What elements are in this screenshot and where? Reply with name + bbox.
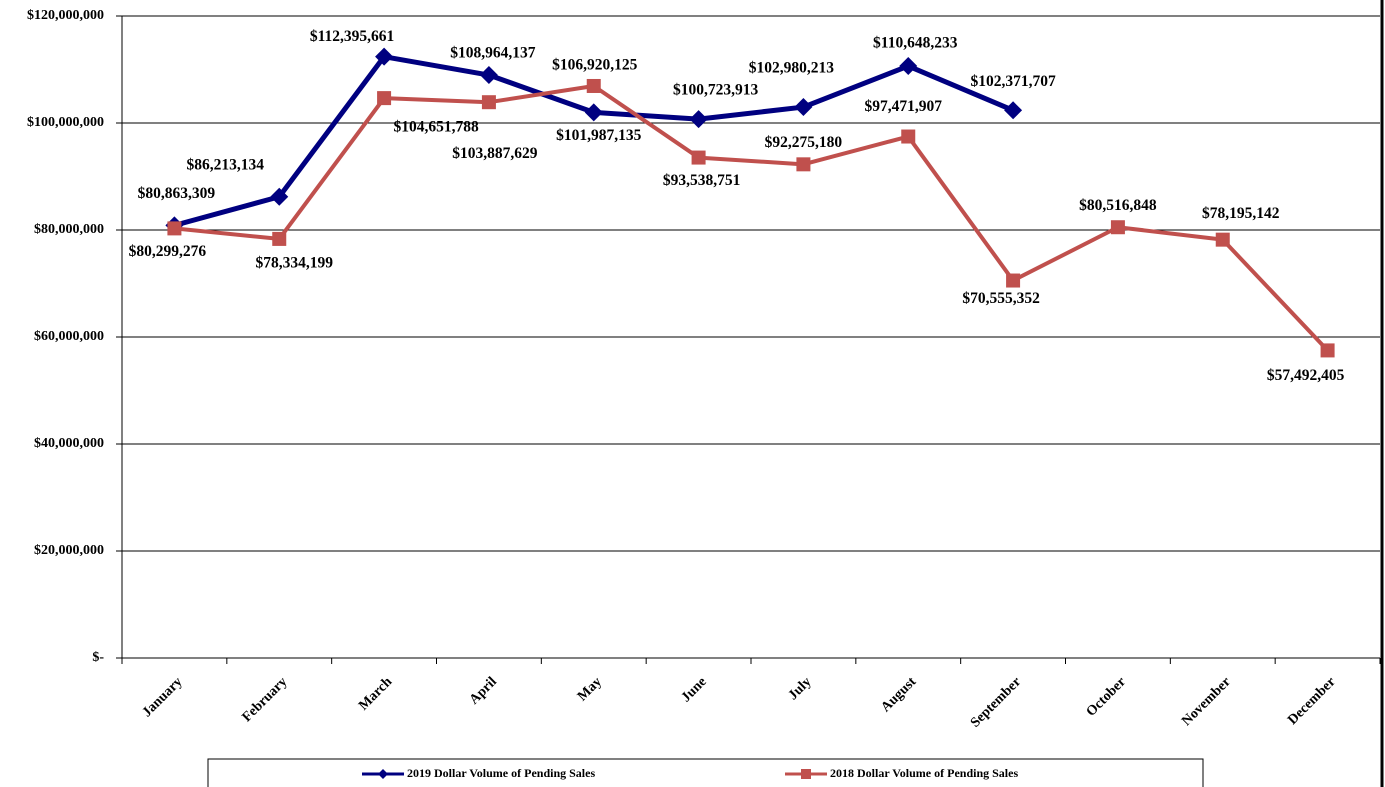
marker	[901, 129, 916, 144]
marker	[794, 98, 813, 117]
data-label: $78,195,142	[1202, 205, 1280, 222]
data-label: $112,395,661	[310, 28, 394, 45]
data-label: $57,492,405	[1267, 367, 1345, 384]
marker	[1215, 232, 1230, 247]
marker	[586, 78, 601, 93]
y-tick-label: $100,000,000	[27, 115, 104, 130]
data-label: $108,964,137	[450, 45, 536, 62]
data-label: $70,555,352	[962, 290, 1040, 307]
y-tick-label: $-	[92, 650, 104, 665]
marker	[689, 110, 708, 129]
data-label: $102,980,213	[749, 60, 835, 77]
data-label: $97,471,907	[865, 98, 943, 115]
data-label: $100,723,913	[673, 82, 759, 99]
y-tick-label: $80,000,000	[34, 222, 104, 237]
marker	[691, 150, 706, 165]
legend-box	[207, 758, 1204, 787]
y-tick-label: $120,000,000	[27, 8, 104, 23]
data-label: $78,334,199	[256, 254, 334, 271]
data-label: $101,987,135	[556, 127, 642, 144]
data-label: $80,299,276	[129, 243, 207, 260]
data-label: $110,648,233	[873, 35, 958, 52]
data-label: $92,275,180	[765, 134, 843, 151]
y-tick-label: $60,000,000	[34, 329, 104, 344]
legend-marker	[801, 769, 811, 779]
data-label: $86,213,134	[187, 156, 265, 173]
legend-label: 2019 Dollar Volume of Pending Sales	[407, 766, 595, 780]
legend-marker	[378, 769, 388, 779]
marker	[375, 47, 394, 66]
y-tick-label: $20,000,000	[34, 543, 104, 558]
data-label: $80,863,309	[138, 185, 216, 202]
data-label: $104,651,788	[393, 119, 479, 136]
marker	[479, 66, 498, 85]
marker	[1004, 101, 1023, 120]
marker	[1110, 220, 1125, 235]
marker	[1320, 343, 1335, 358]
marker	[481, 95, 496, 110]
y-tick-label: $40,000,000	[34, 436, 104, 451]
marker	[899, 57, 918, 76]
marker	[377, 91, 392, 106]
data-label: $80,516,848	[1079, 197, 1157, 214]
data-label: $106,920,125	[552, 57, 638, 74]
marker	[1006, 273, 1021, 288]
legend-label: 2018 Dollar Volume of Pending Sales	[830, 766, 1018, 780]
series-line	[174, 83, 1330, 352]
data-label: $93,538,751	[663, 172, 741, 189]
marker	[584, 103, 603, 122]
marker	[270, 187, 289, 206]
data-label: $102,371,707	[970, 73, 1056, 90]
marker	[272, 231, 287, 246]
marker	[796, 157, 811, 172]
data-label: $103,887,629	[452, 145, 538, 162]
marker	[167, 221, 182, 236]
